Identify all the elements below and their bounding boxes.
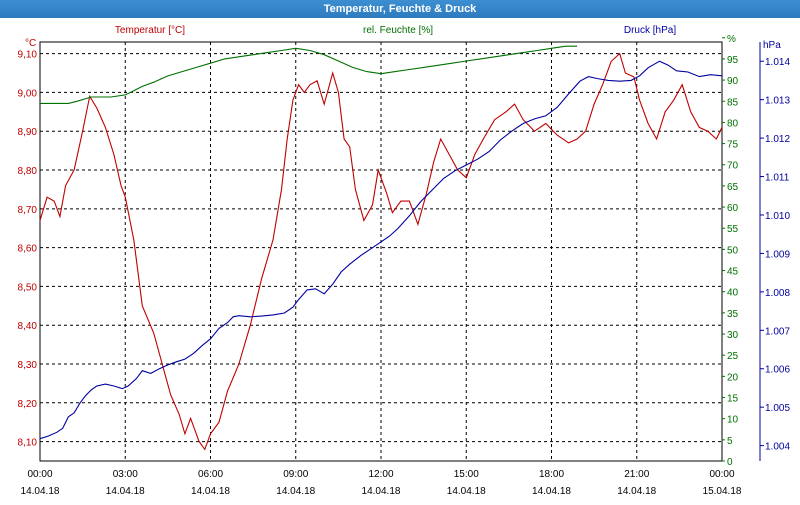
temperature-tick-label: 8,80 bbox=[18, 166, 38, 177]
temperature-tick-label: 8,90 bbox=[18, 127, 38, 138]
humidity-tick-label: 75 bbox=[727, 140, 739, 151]
temperature-tick-label: 8,40 bbox=[18, 321, 38, 332]
pressure-tick-label: 1.008 bbox=[765, 288, 790, 299]
pressure-tick-label: 1.006 bbox=[765, 365, 790, 376]
x-tick-time: 21:00 bbox=[624, 469, 649, 480]
pressure-tick-label: 1.005 bbox=[765, 403, 790, 414]
x-tick-date: 14.04.18 bbox=[106, 486, 145, 497]
x-tick-date: 14.04.18 bbox=[532, 486, 571, 497]
humidity-tick-label: 55 bbox=[727, 224, 739, 235]
temperature-tick-label: 8,20 bbox=[18, 399, 38, 410]
chart-svg: 00:00 14.04.18 03:00 14.04.18 06:00 14.04.18 0… bbox=[18, 25, 791, 497]
humidity-tick-label: 50 bbox=[727, 245, 739, 256]
axis-layer: 00:00 14.04.18 03:00 14.04.18 06:00 14.04.18 0… bbox=[18, 34, 791, 497]
humidity-tick-label: 70 bbox=[727, 161, 739, 172]
chart-title: Temperatur, Feuchte & Druck bbox=[0, 0, 800, 18]
chart-area: 00:00 14.04.18 03:00 14.04.18 06:00 14.04.18 0… bbox=[0, 18, 800, 500]
x-tick-date: 14.04.18 bbox=[276, 486, 315, 497]
x-tick-time: 00:00 bbox=[27, 469, 52, 480]
temperature-axis-label: Temperatur [°C] bbox=[115, 25, 185, 36]
pressure-tick-label: 1.014 bbox=[765, 57, 790, 68]
humidity-tick-label: 80 bbox=[727, 118, 739, 129]
x-tick-date: 14.04.18 bbox=[617, 486, 656, 497]
humidity-tick-label: 95 bbox=[727, 55, 739, 66]
x-tick-time: 09:00 bbox=[283, 469, 308, 480]
temperature-unit-label: °C bbox=[25, 38, 36, 49]
series-layer bbox=[39, 45, 723, 451]
temperature-tick-label: 8,30 bbox=[18, 360, 38, 371]
pressure-unit-label: hPa bbox=[763, 40, 781, 51]
humidity-series-line bbox=[40, 45, 578, 104]
pressure-tick-label: 1.009 bbox=[765, 249, 790, 260]
pressure-tick-label: 1.012 bbox=[765, 134, 790, 145]
temperature-series-line bbox=[39, 52, 723, 451]
temperature-tick-label: 9,00 bbox=[18, 88, 38, 99]
temperature-tick-label: 9,10 bbox=[18, 50, 38, 61]
temperature-tick-label: 8,60 bbox=[18, 244, 38, 255]
humidity-tick-label: 40 bbox=[727, 288, 739, 299]
x-tick-time: 03:00 bbox=[113, 469, 138, 480]
x-tick-date: 14.04.18 bbox=[191, 486, 230, 497]
pressure-tick-label: 1.011 bbox=[765, 173, 790, 184]
x-tick-date: 14.04.18 bbox=[447, 486, 486, 497]
pressure-tick-label: 1.004 bbox=[765, 442, 790, 453]
grid-layer bbox=[39, 41, 723, 462]
humidity-tick-label: 45 bbox=[727, 267, 739, 278]
humidity-tick-label: 85 bbox=[727, 97, 739, 108]
humidity-tick-label: 0 bbox=[727, 457, 733, 468]
humidity-tick-label: 90 bbox=[727, 76, 739, 87]
humidity-tick-label: 10 bbox=[727, 415, 739, 426]
humidity-tick-label: % bbox=[727, 34, 736, 45]
x-tick-date: 14.04.18 bbox=[362, 486, 401, 497]
pressure-tick-label: 1.010 bbox=[765, 211, 790, 222]
humidity-axis-label: rel. Feuchte [%] bbox=[363, 25, 433, 36]
temperature-tick-label: 8,50 bbox=[18, 282, 38, 293]
humidity-tick-label: 20 bbox=[727, 372, 739, 383]
x-tick-date: 14.04.18 bbox=[21, 486, 60, 497]
x-tick-time: 12:00 bbox=[368, 469, 393, 480]
temperature-tick-label: 8,10 bbox=[18, 438, 38, 449]
x-tick-time: 06:00 bbox=[198, 469, 223, 480]
humidity-tick-label: 5 bbox=[727, 436, 733, 447]
humidity-tick-label: 30 bbox=[727, 330, 739, 341]
x-tick-time: 15:00 bbox=[454, 469, 479, 480]
humidity-tick-label: 65 bbox=[727, 182, 739, 193]
x-tick-date: 15.04.18 bbox=[703, 486, 742, 497]
x-tick-time: 00:00 bbox=[709, 469, 734, 480]
pressure-tick-label: 1.007 bbox=[765, 326, 790, 337]
pressure-tick-label: 1.013 bbox=[765, 96, 790, 107]
humidity-tick-label: 60 bbox=[727, 203, 739, 214]
temperature-tick-label: 8,70 bbox=[18, 205, 38, 216]
humidity-tick-label: 25 bbox=[727, 351, 739, 362]
humidity-tick-label: 35 bbox=[727, 309, 739, 320]
pressure-axis-label: Druck [hPa] bbox=[624, 25, 676, 36]
pressure-series-line bbox=[39, 60, 723, 440]
x-tick-time: 18:00 bbox=[539, 469, 564, 480]
humidity-tick-label: 15 bbox=[727, 394, 739, 405]
